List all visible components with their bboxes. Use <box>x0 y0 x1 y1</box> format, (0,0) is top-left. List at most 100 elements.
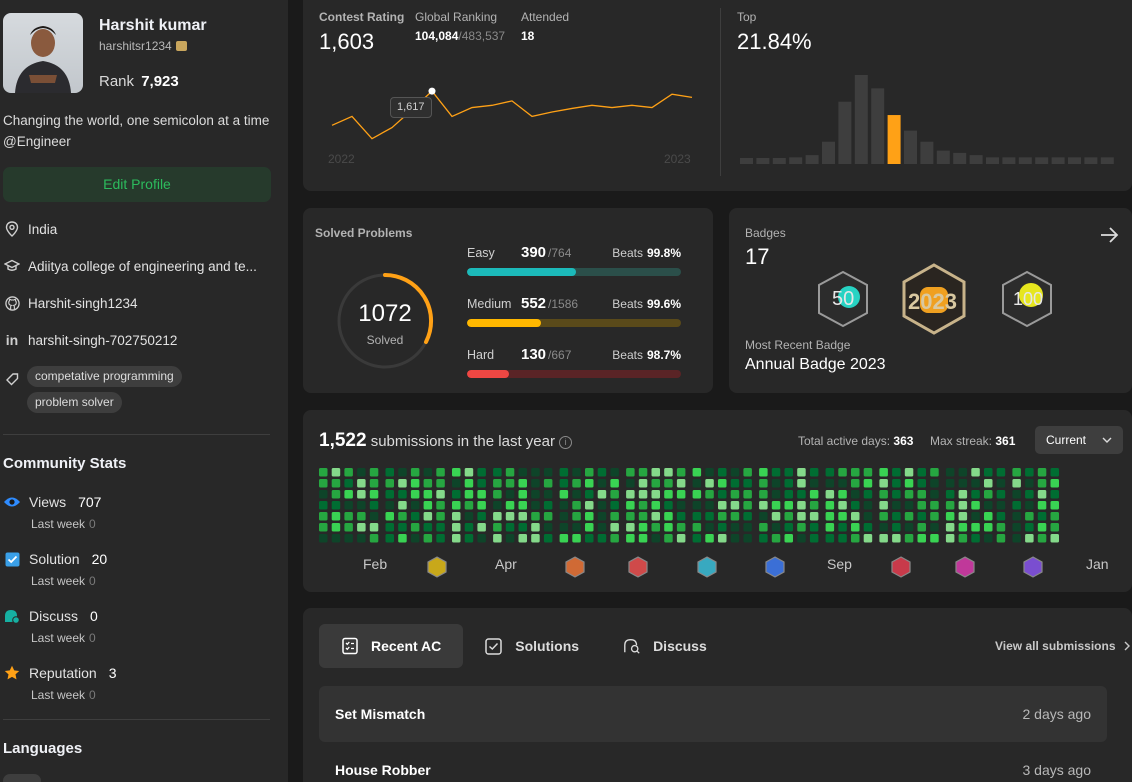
rating-peak-point[interactable] <box>428 87 436 95</box>
heatmap-cell[interactable] <box>597 523 607 532</box>
heatmap-cell[interactable] <box>331 501 341 510</box>
heatmap-cell[interactable] <box>718 512 727 521</box>
heatmap-cell[interactable] <box>505 523 515 532</box>
heatmap-cell[interactable] <box>743 534 752 543</box>
heatmap-cell[interactable] <box>585 501 594 510</box>
heatmap-cell[interactable] <box>825 490 835 499</box>
heatmap-cell[interactable] <box>464 512 474 521</box>
heatmap-cell[interactable] <box>863 479 873 488</box>
heatmap-cell[interactable] <box>651 468 661 477</box>
heatmap-cell[interactable] <box>863 534 873 543</box>
heatmap-cell[interactable] <box>676 523 686 532</box>
heatmap-cell[interactable] <box>676 468 686 477</box>
histogram-bar[interactable] <box>920 141 934 164</box>
heatmap-cell[interactable] <box>423 534 433 543</box>
heatmap-cell[interactable] <box>692 479 702 488</box>
heatmap-cell[interactable] <box>610 501 619 510</box>
heatmap-cell[interactable] <box>809 534 819 543</box>
heatmap-cell[interactable] <box>436 490 445 499</box>
view-all-submissions-link[interactable]: View all submissions <box>995 639 1130 653</box>
heatmap-cell[interactable] <box>1025 468 1034 477</box>
heatmap-cell[interactable] <box>319 512 328 521</box>
heatmap-cell[interactable] <box>809 479 819 488</box>
heatmap-cell[interactable] <box>759 479 768 488</box>
histogram-bar[interactable] <box>756 158 770 164</box>
heatmap-cell[interactable] <box>1012 523 1021 532</box>
monthly-badge-icon[interactable] <box>891 556 911 578</box>
heatmap-cell[interactable] <box>879 501 888 510</box>
heatmap-cell[interactable] <box>692 512 702 521</box>
heatmap-cell[interactable] <box>863 490 873 499</box>
heatmap-cell[interactable] <box>930 501 939 510</box>
heatmap-cell[interactable] <box>518 523 528 532</box>
heatmap-cell[interactable] <box>585 512 594 521</box>
heatmap-cell[interactable] <box>879 523 888 532</box>
heatmap-cell[interactable] <box>971 490 980 499</box>
heatmap-cell[interactable] <box>797 490 806 499</box>
heatmap-cell[interactable] <box>892 490 901 499</box>
heatmap-cell[interactable] <box>692 490 702 499</box>
heatmap-cell[interactable] <box>398 512 407 521</box>
heatmap-cell[interactable] <box>664 501 673 510</box>
heatmap-cell[interactable] <box>518 490 528 499</box>
heatmap-cell[interactable] <box>543 534 553 543</box>
heatmap-cell[interactable] <box>718 501 727 510</box>
heatmap-cell[interactable] <box>385 468 395 477</box>
heatmap-cell[interactable] <box>610 534 619 543</box>
heatmap-cell[interactable] <box>398 523 407 532</box>
heatmap-cell[interactable] <box>1025 479 1034 488</box>
heatmap-cell[interactable] <box>518 501 528 510</box>
heatmap-cell[interactable] <box>385 490 395 499</box>
heatmap-cell[interactable] <box>1025 501 1034 510</box>
heatmap-cell[interactable] <box>651 512 661 521</box>
heatmap-cell[interactable] <box>1037 523 1047 532</box>
badge-100-days-icon[interactable]: 100 <box>999 270 1055 328</box>
heatmap-cell[interactable] <box>892 523 901 532</box>
heatmap-cell[interactable] <box>518 512 528 521</box>
histogram-bar[interactable] <box>953 152 967 164</box>
heatmap-cell[interactable] <box>410 534 420 543</box>
heatmap-cell[interactable] <box>357 501 366 510</box>
heatmap-cell[interactable] <box>743 479 752 488</box>
heatmap-cell[interactable] <box>518 534 528 543</box>
heatmap-cell[interactable] <box>676 501 686 510</box>
heatmap-cell[interactable] <box>1025 534 1034 543</box>
heatmap-cell[interactable] <box>730 490 740 499</box>
heatmap-cell[interactable] <box>759 523 768 532</box>
monthly-badge-icon[interactable] <box>565 556 585 578</box>
heatmap-cell[interactable] <box>718 479 727 488</box>
heatmap-cell[interactable] <box>692 468 702 477</box>
heatmap-cell[interactable] <box>705 501 714 510</box>
heatmap-cell[interactable] <box>331 512 341 521</box>
heatmap-cell[interactable] <box>543 512 553 521</box>
monthly-badge-icon[interactable] <box>955 556 975 578</box>
heatmap-cell[interactable] <box>493 490 502 499</box>
heatmap-cell[interactable] <box>958 501 968 510</box>
heatmap-cell[interactable] <box>809 468 819 477</box>
heatmap-cell[interactable] <box>664 534 673 543</box>
heatmap-cell[interactable] <box>771 501 781 510</box>
heatmap-cell[interactable] <box>610 512 619 521</box>
heatmap-cell[interactable] <box>879 534 888 543</box>
histogram-bar[interactable] <box>871 88 885 164</box>
badge-50-days-icon[interactable]: 50 <box>815 270 871 328</box>
heatmap-cell[interactable] <box>1025 490 1034 499</box>
heatmap-cell[interactable] <box>863 523 873 532</box>
heatmap-cell[interactable] <box>319 501 328 510</box>
heatmap-cell[interactable] <box>597 468 607 477</box>
heatmap-cell[interactable] <box>743 468 752 477</box>
heatmap-cell[interactable] <box>904 534 914 543</box>
heatmap-cell[interactable] <box>452 512 461 521</box>
heatmap-cell[interactable] <box>971 534 980 543</box>
histogram-bar[interactable] <box>822 141 835 164</box>
heatmap-cell[interactable] <box>784 512 794 521</box>
heatmap-cell[interactable] <box>984 468 993 477</box>
heatmap-cell[interactable] <box>369 512 379 521</box>
histogram-bar[interactable] <box>838 101 852 164</box>
heatmap-cell[interactable] <box>664 479 673 488</box>
heatmap-cell[interactable] <box>505 468 515 477</box>
heatmap-cell[interactable] <box>958 534 968 543</box>
heatmap-cell[interactable] <box>319 534 328 543</box>
heatmap-cell[interactable] <box>904 512 914 521</box>
heatmap-cell[interactable] <box>1025 523 1034 532</box>
